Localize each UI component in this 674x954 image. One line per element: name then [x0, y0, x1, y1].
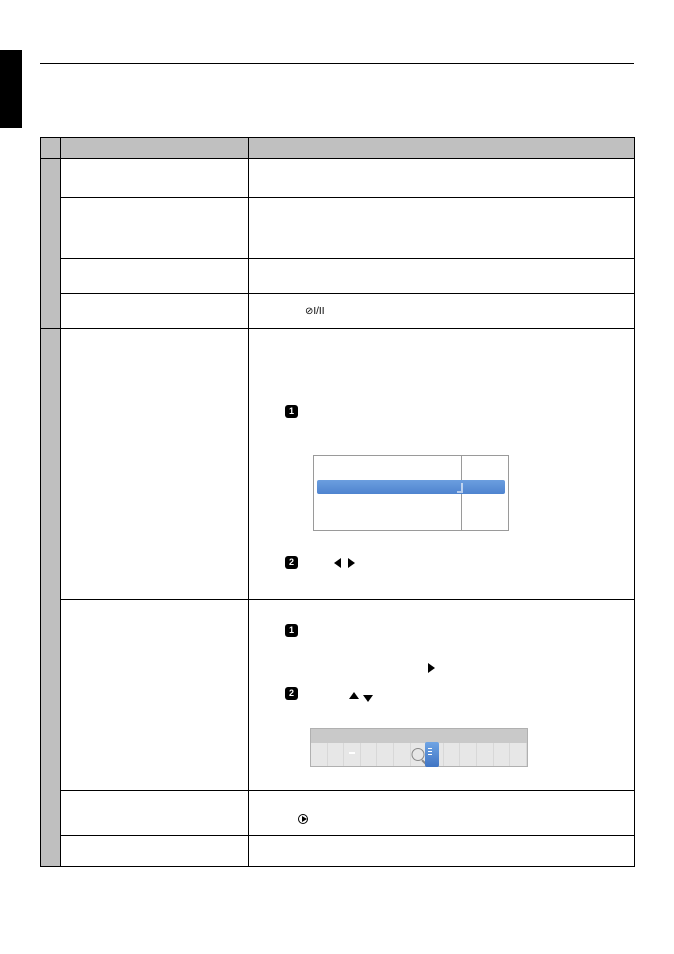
item-cell: [61, 294, 249, 329]
item-cell: [61, 791, 249, 836]
arrow-right-icon: [348, 555, 355, 573]
slider-seg: [394, 743, 411, 766]
table-row: 1 2: [41, 329, 635, 600]
header-cell-description: [249, 138, 635, 159]
table-row: [41, 791, 635, 836]
value-slider[interactable]: [310, 728, 528, 767]
magnifier-icon: [412, 748, 425, 761]
audio-mode-icon: ⊘I/II: [305, 306, 325, 317]
slider-seg: [311, 743, 328, 766]
arrow-right-icon: [428, 660, 435, 678]
item-cell: [61, 259, 249, 294]
desc-cell: 1 2: [249, 329, 635, 600]
table-row: [41, 836, 635, 867]
desc-cell: 1 2: [249, 600, 635, 791]
step-bullet-1: 1: [285, 405, 298, 418]
table-row: [41, 259, 635, 294]
arrow-down-icon: [363, 689, 373, 707]
header-cell-category: [41, 138, 61, 159]
arrow-left-icon: [334, 555, 341, 573]
header-cell-item: [61, 138, 249, 159]
slider-seg: [361, 743, 378, 766]
desc-cell: [249, 836, 635, 867]
item-cell: [61, 836, 249, 867]
category-cell-2: [41, 329, 61, 867]
step-bullet-2: 2: [285, 556, 298, 569]
table-header-row: [41, 138, 635, 159]
minus-icon: [349, 752, 355, 754]
slider-seg: [377, 743, 394, 766]
table-row: ⊘I/II: [41, 294, 635, 329]
desc-cell: ⊘I/II: [249, 294, 635, 329]
slider-seg: [510, 743, 527, 766]
slider-seg: [460, 743, 477, 766]
dropdown-selected-bar[interactable]: [317, 480, 505, 494]
desc-cell: [249, 259, 635, 294]
slider-track[interactable]: [311, 743, 527, 766]
table-row: 1 2: [41, 600, 635, 791]
item-cell: [61, 159, 249, 198]
dropdown-menu[interactable]: [313, 455, 509, 531]
slider-seg: [344, 743, 361, 766]
desc-cell: [249, 159, 635, 198]
input-source-icon: [298, 813, 310, 825]
slider-seg: [444, 743, 461, 766]
page-edge-tab: [0, 50, 22, 128]
step-bullet-2: 2: [285, 687, 298, 700]
chevron-right-icon: [457, 483, 463, 493]
spec-table: ⊘I/II 1 2 1 2: [40, 137, 635, 867]
desc-cell: [249, 791, 635, 836]
slider-seg: [328, 743, 345, 766]
step-bullet-1: 1: [285, 624, 298, 637]
table-row: [41, 159, 635, 198]
slider-seg: [477, 743, 494, 766]
top-rule: [40, 63, 634, 64]
item-cell: [61, 329, 249, 600]
arrow-up-icon: [349, 686, 359, 704]
item-cell: [61, 600, 249, 791]
desc-cell: [249, 198, 635, 259]
slider-knob[interactable]: [425, 742, 439, 767]
slider-header: [311, 729, 527, 743]
item-cell: [61, 198, 249, 259]
category-cell-1: [41, 159, 61, 329]
slider-seg: [494, 743, 511, 766]
table-row: [41, 198, 635, 259]
